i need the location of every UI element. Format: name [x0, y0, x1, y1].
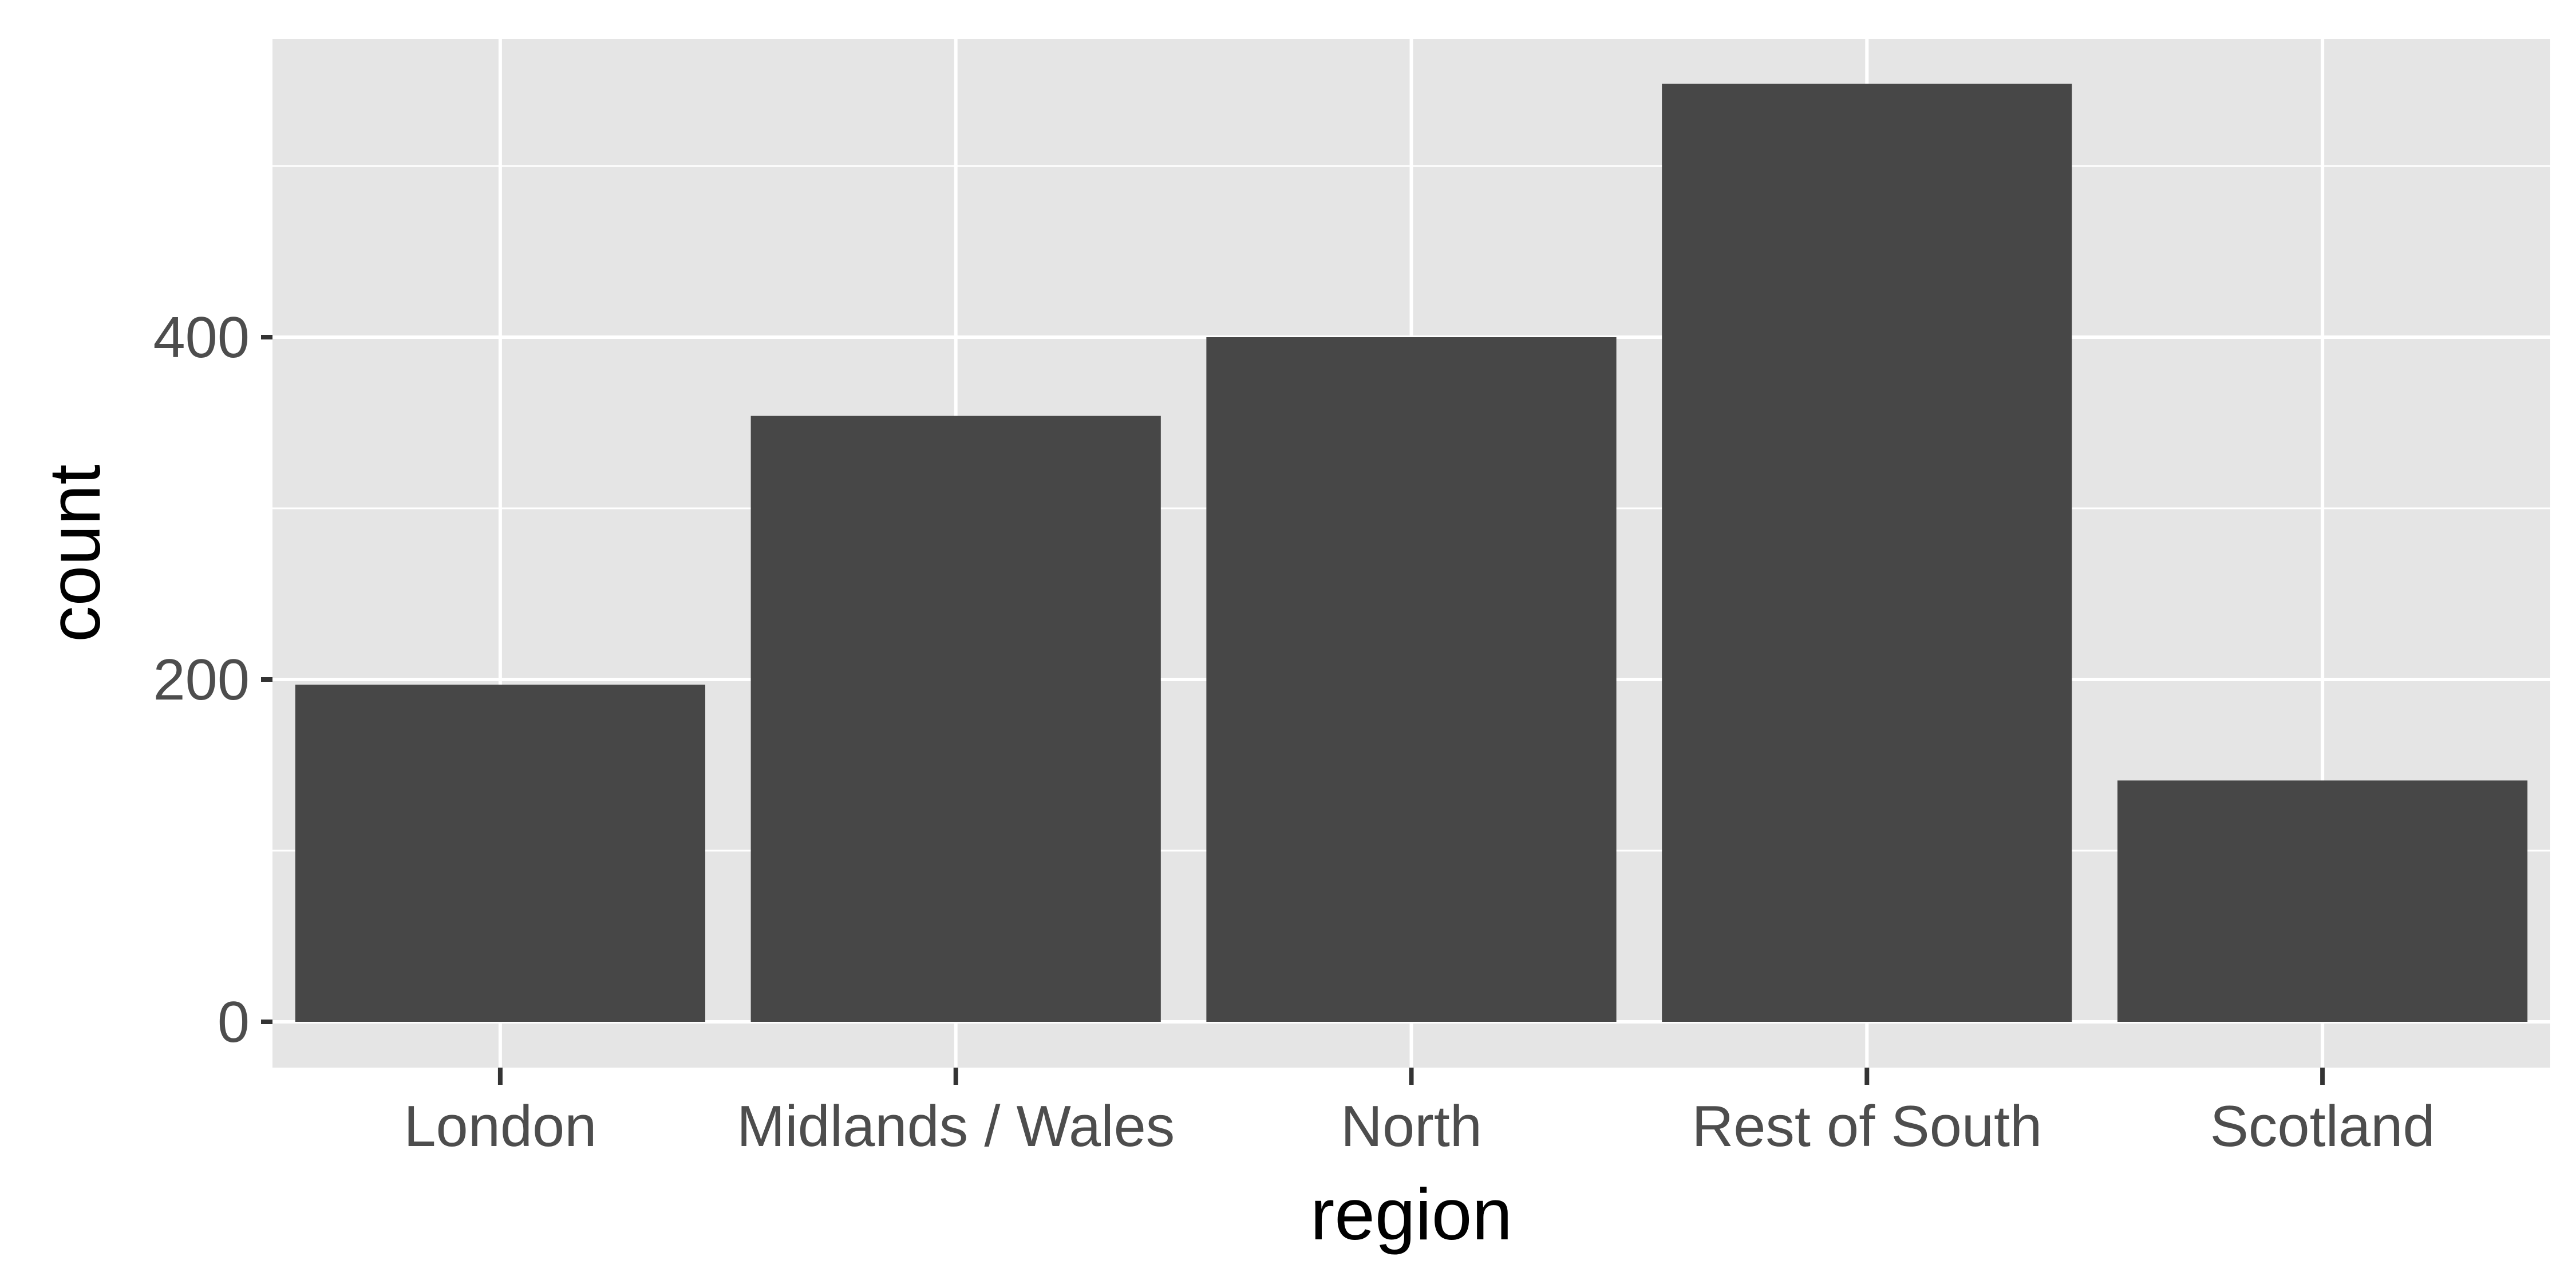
y-tick-label: 0	[218, 990, 250, 1054]
y-tick-label: 400	[153, 306, 250, 370]
y-axis-title: count	[34, 464, 115, 642]
x-tick-label: North	[1341, 1095, 1482, 1159]
bar-midlands-wales	[750, 416, 1161, 1022]
y-tick-label: 200	[153, 648, 250, 712]
y-axis: 0 200 400	[153, 306, 272, 1054]
bar-london	[295, 684, 706, 1022]
x-tick-label: Rest of South	[1692, 1095, 2042, 1159]
x-tick-label: Scotland	[2210, 1095, 2435, 1159]
x-tick-label: London	[404, 1095, 596, 1159]
x-axis: London Midlands / Wales North Rest of South…	[404, 1068, 2435, 1159]
bar-rest-of-south	[1662, 84, 2072, 1022]
bar-scotland	[2117, 780, 2528, 1022]
bar-series	[295, 84, 2528, 1022]
bar-north	[1206, 337, 1617, 1022]
x-axis-title: region	[1310, 1174, 1512, 1255]
x-tick-label: Midlands / Wales	[737, 1095, 1175, 1159]
